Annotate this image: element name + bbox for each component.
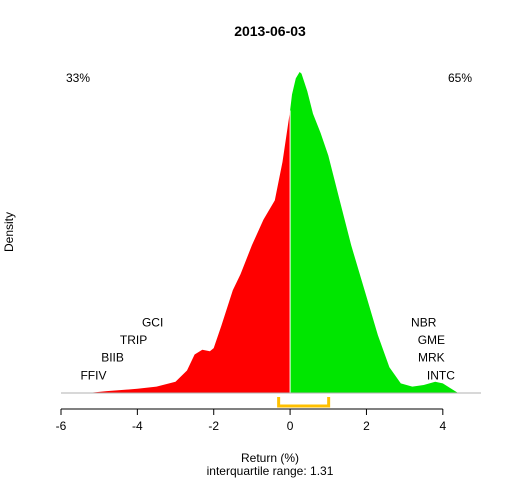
iqr-caption: interquartile range: 1.31 xyxy=(207,464,334,478)
chart-title: 2013-06-03 xyxy=(234,23,306,39)
right-tail-ticker: MRK xyxy=(418,351,445,365)
left-tail-ticker: FFIV xyxy=(80,368,106,382)
negative-share-label: 33% xyxy=(66,71,90,85)
negative-return-area xyxy=(87,110,291,393)
x-tick-label: 4 xyxy=(439,419,446,433)
positive-return-area xyxy=(290,72,459,393)
y-axis-label: Density xyxy=(2,212,16,252)
x-tick-label: -6 xyxy=(56,419,67,433)
x-axis-label: Return (%) xyxy=(241,451,299,465)
left-tail-ticker: TRIP xyxy=(120,333,147,347)
positive-share-label: 65% xyxy=(448,71,472,85)
iqr-bracket xyxy=(277,397,331,408)
right-tail-ticker: INTC xyxy=(427,368,455,382)
left-tail-ticker: GCI xyxy=(142,315,163,329)
x-tick-label: -4 xyxy=(132,419,143,433)
left-tail-ticker: BIIB xyxy=(101,351,124,365)
x-tick-label: 0 xyxy=(287,419,294,433)
x-tick-label: -2 xyxy=(208,419,219,433)
x-tick-label: 2 xyxy=(363,419,370,433)
right-tail-ticker: GME xyxy=(418,333,445,347)
right-tail-ticker: NBR xyxy=(411,315,437,329)
